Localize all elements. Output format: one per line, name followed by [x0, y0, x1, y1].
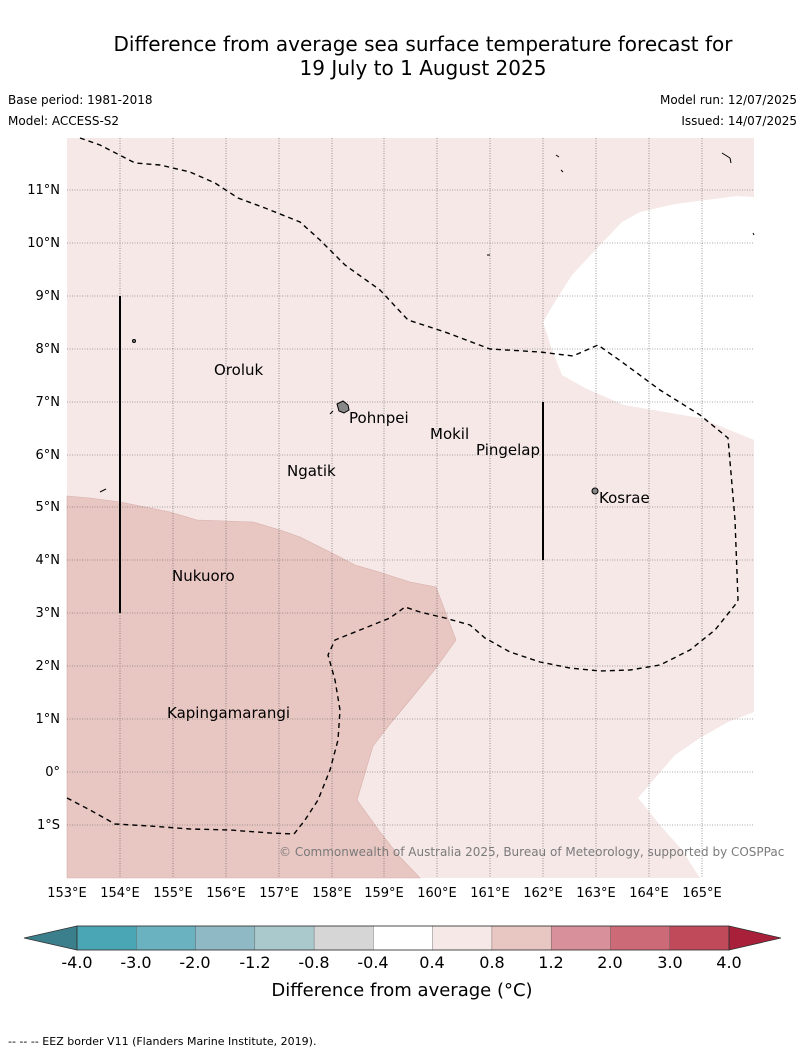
sst-anomaly-map: Oroluk Pohnpei Mokil Pingelap Ngatik Kos…: [27, 137, 755, 901]
place-label-mokil: Mokil: [430, 425, 469, 443]
latitude-labels: 11°N 10°N 9°N 8°N 7°N 6°N 5°N 4°N 3°N 2°…: [27, 183, 60, 833]
colorbar: [23, 925, 782, 951]
graticule: [67, 138, 754, 878]
colorbar-tick: 3.0: [657, 953, 683, 972]
base-period: Base period: 1981-2018: [8, 93, 153, 107]
lat-label: 7°N: [36, 395, 61, 410]
lon-label: 163°E: [576, 886, 616, 901]
colorbar-swatch: [313, 925, 375, 951]
lon-label: 156°E: [206, 886, 246, 901]
lon-label: 162°E: [523, 886, 563, 901]
colorbar-over-arrow: [728, 925, 782, 951]
colorbar-tick: 1.2: [538, 953, 564, 972]
copyright-notice: © Commonwealth of Australia 2025, Bureau…: [279, 845, 785, 859]
colorbar-outline: [76, 925, 730, 951]
lon-label: 164°E: [629, 886, 669, 901]
longitude-labels: 153°E 154°E 155°E 156°E 157°E 158°E 159°…: [47, 886, 722, 901]
colorbar-tick: -4.0: [61, 953, 93, 972]
place-label-kosrae: Kosrae: [599, 489, 650, 507]
lat-label: 0°: [45, 765, 60, 780]
colorbar-label: Difference from average (°C): [271, 980, 533, 1001]
lon-label: 159°E: [364, 886, 404, 901]
lat-label: 10°N: [27, 236, 60, 251]
title-line-1: Difference from average sea surface temp…: [113, 32, 733, 56]
colorbar-swatch: [550, 925, 612, 951]
place-label-oroluk: Oroluk: [214, 361, 263, 379]
colorbar-swatch: [254, 925, 315, 951]
colorbar-tick: -1.2: [239, 953, 271, 972]
title-line-2: 19 July to 1 August 2025: [299, 56, 547, 80]
model-name: Model: ACCESS-S2: [8, 114, 120, 128]
lon-label: 165°E: [682, 886, 722, 901]
lon-label: 160°E: [417, 886, 457, 901]
eez-border: [66, 137, 739, 835]
issued-date: Issued: 14/07/2025: [681, 114, 797, 128]
colorbar-swatch: [669, 925, 730, 951]
place-label-nukuoro: Nukuoro: [172, 567, 235, 585]
colorbar-under-arrow: [23, 925, 78, 951]
colorbar-swatch: [491, 925, 552, 951]
place-label-kapingamarangi: Kapingamarangi: [167, 704, 290, 722]
lat-label: 2°N: [36, 659, 61, 674]
place-label-ngatik: Ngatik: [287, 462, 336, 480]
colorbar-tick: -2.0: [179, 953, 211, 972]
lon-label: 158°E: [312, 886, 352, 901]
colorbar-swatch: [136, 925, 197, 951]
colorbar-tick: 2.0: [597, 953, 623, 972]
colorbar-tick: -3.0: [120, 953, 152, 972]
colorbar-swatch: [195, 925, 256, 951]
lat-label: 8°N: [36, 342, 61, 357]
anomaly-region-near-average-southeast: [638, 712, 754, 878]
lon-label: 153°E: [47, 886, 87, 901]
eez-legend-footnote: -- -- -- EEZ border V11 (Flanders Marine…: [8, 1035, 317, 1048]
lat-label: 5°N: [36, 500, 61, 515]
colorbar-swatch: [373, 925, 434, 951]
islands: [132, 339, 599, 495]
lat-label: 9°N: [36, 289, 61, 304]
lat-label: 6°N: [36, 448, 61, 463]
lon-label: 157°E: [259, 886, 299, 901]
place-label-pingelap: Pingelap: [476, 441, 540, 459]
colorbar-swatch: [76, 925, 137, 951]
lat-label: 11°N: [27, 183, 60, 198]
place-labels: Oroluk Pohnpei Mokil Pingelap Ngatik Kos…: [167, 361, 650, 722]
colorbar-tick: -0.8: [298, 953, 330, 972]
place-label-pohnpei: Pohnpei: [349, 409, 409, 427]
colorbar-tick: 0.4: [419, 953, 445, 972]
islet-shape: [132, 339, 136, 343]
lat-label: 1°N: [36, 712, 61, 727]
lon-label: 161°E: [470, 886, 510, 901]
colorbar-tick: 4.0: [716, 953, 742, 972]
colorbar-tick: 0.8: [479, 953, 505, 972]
pohnpei-island-shape: [336, 400, 350, 414]
kosrae-island-shape: [591, 487, 599, 495]
lat-label: 3°N: [36, 606, 61, 621]
colorbar-swatches: [76, 925, 730, 951]
colorbar-tick: -0.4: [357, 953, 389, 972]
small-islets: [99, 152, 755, 493]
colorbar-swatch: [432, 925, 493, 951]
lat-label: 4°N: [36, 553, 61, 568]
lon-label: 154°E: [100, 886, 140, 901]
map-title: Difference from average sea surface temp…: [0, 32, 804, 80]
lon-label: 155°E: [153, 886, 193, 901]
anomaly-region-0-8-to-1-2: [66, 495, 457, 879]
model-run: Model run: 12/07/2025: [659, 93, 797, 107]
colorbar-swatch: [610, 925, 671, 951]
lat-label: 1°S: [37, 818, 60, 833]
